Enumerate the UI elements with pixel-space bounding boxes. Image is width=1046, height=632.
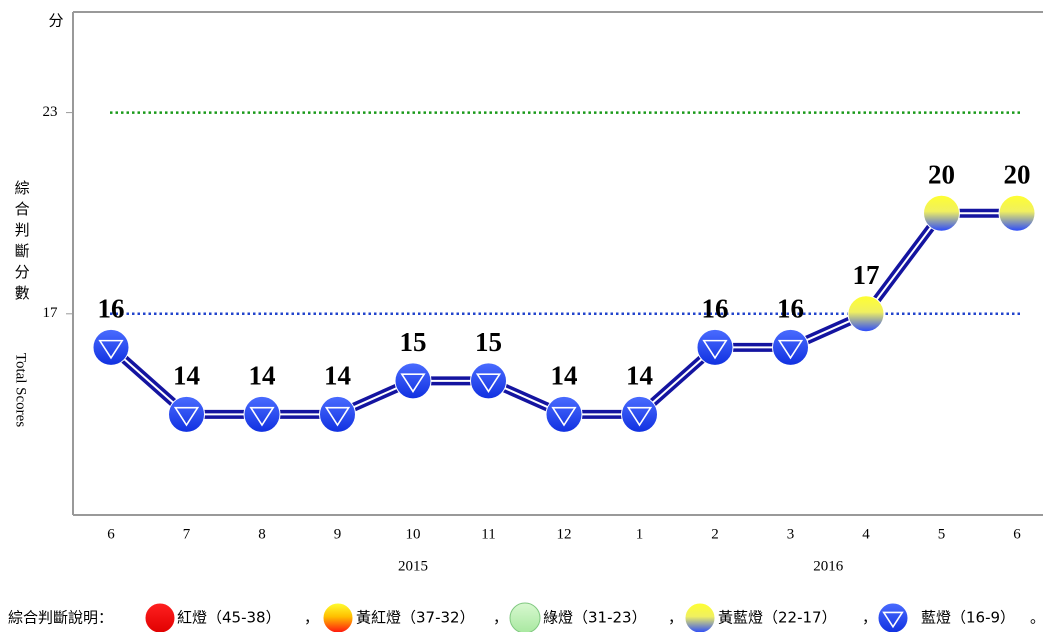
marker <box>685 603 715 632</box>
legend-separator: ， <box>304 609 319 627</box>
value-label: 15 <box>400 327 427 357</box>
x-tick-label: 12 <box>557 526 572 542</box>
marker-body <box>471 363 507 399</box>
marker-body <box>395 363 431 399</box>
x-tick-label: 10 <box>406 526 421 542</box>
marker <box>999 195 1035 231</box>
marker-body <box>546 396 582 432</box>
legend-label: 綠燈（31-23） <box>543 609 647 627</box>
x-tick-label: 6 <box>1013 526 1021 542</box>
marker-body <box>622 396 658 432</box>
legend-label: 紅燈（45-38） <box>177 609 281 627</box>
marker-body <box>93 329 129 365</box>
x-tick-label: 5 <box>938 526 946 542</box>
marker <box>697 329 733 365</box>
marker <box>546 396 582 432</box>
value-label: 20 <box>1004 159 1031 189</box>
legend-terminator: 。 <box>1030 609 1045 627</box>
value-label: 17 <box>853 260 880 290</box>
value-label: 14 <box>173 361 200 391</box>
x-tick-label: 6 <box>107 526 115 542</box>
value-label: 20 <box>928 159 955 189</box>
x-tick-label: 2 <box>711 526 719 542</box>
y-tick-label: 23 <box>43 104 58 120</box>
y-tick-label: 17 <box>43 305 59 321</box>
marker <box>924 195 960 231</box>
legend-separator: ， <box>668 609 683 627</box>
marker-body <box>924 195 960 231</box>
marker <box>510 603 540 632</box>
marker-body <box>169 396 205 432</box>
marker-body <box>848 296 884 332</box>
value-label: 15 <box>475 327 502 357</box>
legend-title: 綜合判斷說明： <box>8 609 113 627</box>
value-label: 16 <box>702 294 729 324</box>
x-tick-label: 8 <box>258 526 266 542</box>
x-tick-label: 7 <box>183 526 191 542</box>
marker-body <box>999 195 1035 231</box>
marker <box>323 603 353 632</box>
x-tick-label: 3 <box>787 526 795 542</box>
marker <box>773 329 809 365</box>
value-label: 14 <box>324 361 351 391</box>
marker <box>145 603 175 632</box>
x-tick-label: 9 <box>334 526 342 542</box>
value-label: 16 <box>98 294 125 324</box>
marker <box>320 396 356 432</box>
legend-label: 黃紅燈（37-32） <box>356 609 475 627</box>
value-label: 14 <box>551 361 578 391</box>
y-label-en: Total Scores <box>13 353 29 428</box>
year-label: 2015 <box>398 558 428 574</box>
value-label: 16 <box>777 294 804 324</box>
x-tick-label: 4 <box>862 526 870 542</box>
marker-body <box>323 603 353 632</box>
marker-body <box>145 603 175 632</box>
marker <box>169 396 205 432</box>
marker <box>622 396 658 432</box>
marker-body <box>685 603 715 632</box>
y-label-zh: 綜合判斷分數 <box>13 180 30 306</box>
marker <box>93 329 129 365</box>
x-tick-label: 1 <box>636 526 644 542</box>
marker-body <box>244 396 280 432</box>
legend-separator: ， <box>493 609 508 627</box>
marker <box>471 363 507 399</box>
marker-body <box>320 396 356 432</box>
legend-label: 黃藍燈（22-17） <box>718 609 837 627</box>
marker-body <box>697 329 733 365</box>
legend-label: 藍燈（16-9） <box>921 609 1015 627</box>
year-label: 2016 <box>813 558 844 574</box>
y-unit: 分 <box>48 12 63 29</box>
marker <box>848 296 884 332</box>
legend-separator: ， <box>862 609 877 627</box>
value-label: 14 <box>249 361 276 391</box>
chart: 分 綜合判斷分數 Total Scores 172367891011121234… <box>0 0 1046 632</box>
x-tick-label: 11 <box>481 526 495 542</box>
marker <box>878 603 908 632</box>
marker <box>244 396 280 432</box>
value-label: 14 <box>626 361 653 391</box>
marker <box>395 363 431 399</box>
marker-body <box>510 603 540 632</box>
marker-body <box>773 329 809 365</box>
